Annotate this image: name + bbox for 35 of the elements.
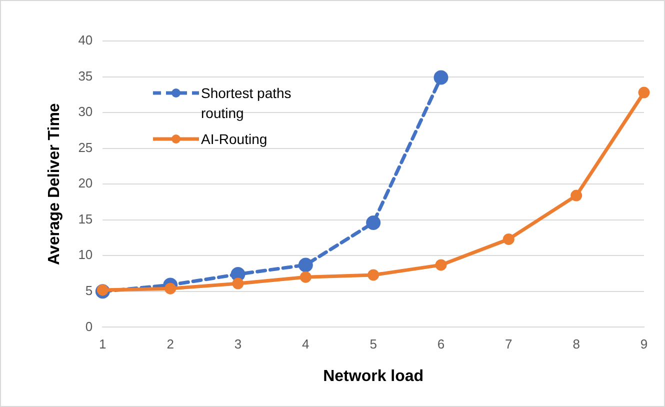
y-tick-label: 30 <box>78 104 93 120</box>
x-tick-label: 4 <box>302 336 310 352</box>
point <box>164 282 176 294</box>
x-tick-label: 8 <box>572 336 580 352</box>
legend-label: Shortest paths routing <box>201 84 292 123</box>
point <box>638 86 650 98</box>
x-tick-label: 2 <box>166 336 174 352</box>
point <box>435 259 447 271</box>
point <box>368 269 380 281</box>
point <box>230 267 246 282</box>
x-tick-label: 5 <box>370 336 377 352</box>
y-tick-label: 35 <box>78 68 93 84</box>
y-tick-label: 40 <box>78 32 93 48</box>
x-axis-title: Network load <box>323 368 424 385</box>
y-axis-title: Average Deliver Time <box>46 103 64 266</box>
x-tick-label: 1 <box>99 336 106 352</box>
y-tick-label: 20 <box>78 176 93 191</box>
point <box>570 190 582 202</box>
point <box>366 215 381 230</box>
point <box>502 233 514 245</box>
x-tick-label: 3 <box>234 336 242 352</box>
point <box>298 258 313 272</box>
x-tick-label: 6 <box>437 336 445 352</box>
point <box>96 284 108 296</box>
y-tick-label: 0 <box>85 318 93 334</box>
y-tick-label: 5 <box>85 283 93 298</box>
x-tick-label: 7 <box>505 336 512 352</box>
x-tick-label: 9 <box>640 336 648 352</box>
y-tick-label: 10 <box>78 247 93 262</box>
y-tick-label: 25 <box>78 140 93 155</box>
legend-label: AI-Routing <box>201 130 268 149</box>
point <box>300 271 312 283</box>
y-tick-label: 15 <box>78 211 93 226</box>
point <box>232 278 244 290</box>
point <box>434 70 448 85</box>
